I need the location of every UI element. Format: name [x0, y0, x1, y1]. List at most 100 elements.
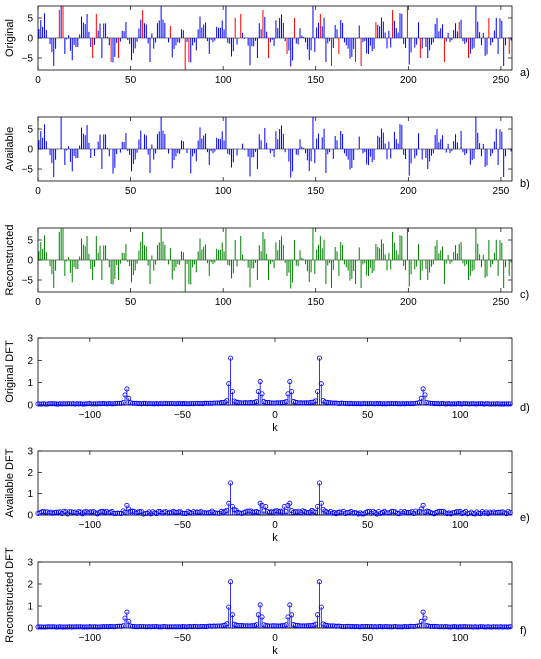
dft-marker	[115, 510, 121, 516]
dft-marker	[74, 624, 80, 630]
dft-marker	[331, 623, 337, 629]
dft-marker	[389, 401, 395, 407]
dft-marker	[479, 401, 485, 407]
dft-marker	[92, 624, 98, 630]
panel-tag: b)	[520, 178, 530, 190]
dft-marker	[215, 623, 221, 629]
dft-marker	[439, 624, 445, 630]
dft-marker	[270, 623, 276, 629]
x-tick-label: 50	[362, 633, 374, 644]
dft-marker	[133, 400, 139, 406]
dft-marker	[329, 400, 335, 406]
dft-marker	[141, 400, 147, 406]
dft-marker	[181, 401, 187, 407]
dft-marker	[244, 623, 250, 629]
dft-marker	[498, 624, 504, 630]
dft-marker	[287, 602, 293, 608]
dft-marker	[378, 401, 384, 407]
x-tick-label: 200	[400, 186, 417, 197]
dft-marker	[318, 500, 324, 506]
dft-marker	[420, 386, 426, 392]
x-tick-label: 150	[307, 186, 324, 197]
dft-marker	[228, 480, 234, 486]
dft-marker	[368, 400, 374, 406]
x-tick-label: 50	[125, 297, 137, 308]
y-tick-label: 0	[27, 624, 33, 635]
dft-marker	[287, 379, 293, 385]
y-axis-label: Available DFT	[4, 448, 16, 517]
dft-marker	[433, 623, 439, 629]
dft-marker	[189, 400, 195, 406]
dft-marker	[146, 401, 152, 407]
dft-marker	[353, 623, 359, 629]
dft-marker	[400, 401, 406, 407]
dft-marker	[502, 401, 508, 407]
dft-marker	[289, 389, 295, 395]
y-tick-label: 2	[27, 468, 33, 479]
dft-marker	[37, 401, 43, 407]
dft-marker	[355, 401, 361, 407]
dft-marker	[150, 624, 156, 630]
panel-tag: f)	[520, 625, 527, 637]
dft-marker	[476, 401, 482, 407]
dft-marker	[79, 624, 85, 630]
dft-marker	[507, 510, 513, 516]
dft-marker	[259, 391, 265, 397]
dft-marker	[394, 401, 400, 407]
dft-marker	[265, 623, 271, 629]
dft-marker	[211, 623, 217, 629]
dft-marker	[303, 623, 309, 629]
dft-marker	[52, 401, 58, 407]
dft-marker	[300, 623, 306, 629]
dft-marker	[141, 624, 147, 630]
y-axis-label: Reconstructed	[4, 225, 16, 296]
dft-marker	[198, 400, 204, 406]
dft-marker	[463, 624, 469, 630]
dft-marker	[361, 400, 367, 406]
y-tick-label: 0	[27, 401, 33, 412]
dft-marker	[365, 624, 371, 630]
dft-marker	[87, 509, 93, 515]
dft-marker	[194, 509, 200, 515]
dft-marker	[394, 624, 400, 630]
dft-marker	[318, 381, 324, 387]
dft-marker	[485, 401, 491, 407]
dft-marker	[241, 623, 247, 629]
x-tick-label: 100	[215, 186, 232, 197]
dft-marker	[153, 624, 159, 630]
dft-marker	[207, 623, 213, 629]
dft-marker	[296, 623, 302, 629]
dft-marker	[352, 401, 358, 407]
dft-marker	[326, 400, 332, 406]
dft-marker	[116, 623, 122, 629]
dft-marker	[433, 401, 439, 407]
dft-marker	[437, 508, 443, 514]
dft-marker	[326, 623, 332, 629]
dft-marker	[390, 509, 396, 515]
dft-marker	[168, 624, 174, 630]
dft-marker	[407, 623, 413, 629]
y-axis-label: Original	[4, 19, 16, 57]
dft-marker	[494, 401, 500, 407]
dft-marker	[178, 401, 184, 407]
dft-marker	[335, 400, 341, 406]
y-tick-label: 1	[27, 378, 33, 389]
dft-marker	[181, 510, 187, 516]
dft-marker	[485, 624, 491, 630]
dft-marker	[239, 623, 245, 629]
dft-marker	[359, 624, 365, 630]
y-tick-label: 2	[27, 356, 33, 367]
dft-marker	[185, 401, 191, 407]
dft-marker	[263, 503, 269, 509]
y-tick-label: −5	[22, 54, 34, 65]
dft-marker	[257, 379, 263, 385]
dft-marker	[439, 401, 445, 407]
dft-marker	[87, 624, 93, 630]
dft-marker	[341, 400, 347, 406]
dft-marker	[181, 624, 187, 630]
dft-marker	[137, 401, 143, 407]
dft-marker	[507, 401, 513, 407]
dft-marker	[218, 400, 224, 406]
